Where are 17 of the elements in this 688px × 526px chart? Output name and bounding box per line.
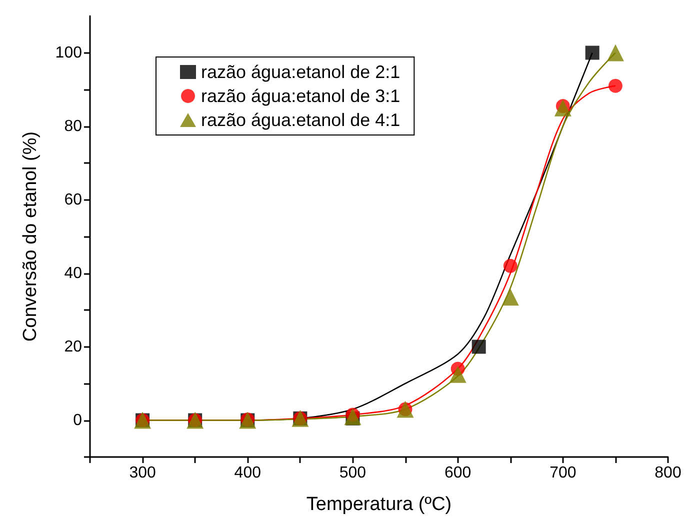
y-axis-title: Conversão do etanol (%) [20, 131, 41, 342]
y-tick-label: 60 [64, 191, 82, 208]
y-tick-label: 20 [64, 338, 82, 356]
x-tick-label: 800 [654, 464, 682, 482]
x-tick-label: 600 [444, 464, 472, 482]
y-tick-label: 100 [55, 44, 82, 62]
legend-label: razão água:etanol de 2:1 [201, 62, 400, 82]
y-tick-label: 0 [73, 412, 82, 429]
x-tick-label: 500 [339, 464, 366, 482]
x-tick-label: 300 [129, 464, 156, 482]
x-tick-label: 400 [234, 464, 262, 482]
x-tick-label: 700 [550, 464, 576, 482]
legend-label: razão água:etanol de 3:1 [201, 86, 400, 106]
y-tick-label: 80 [64, 118, 82, 135]
legend-label: razão água:etanol de 4:1 [201, 110, 400, 130]
y-tick-label: 40 [64, 264, 82, 282]
x-axis-title: Temperatura (ºC) [306, 494, 452, 515]
